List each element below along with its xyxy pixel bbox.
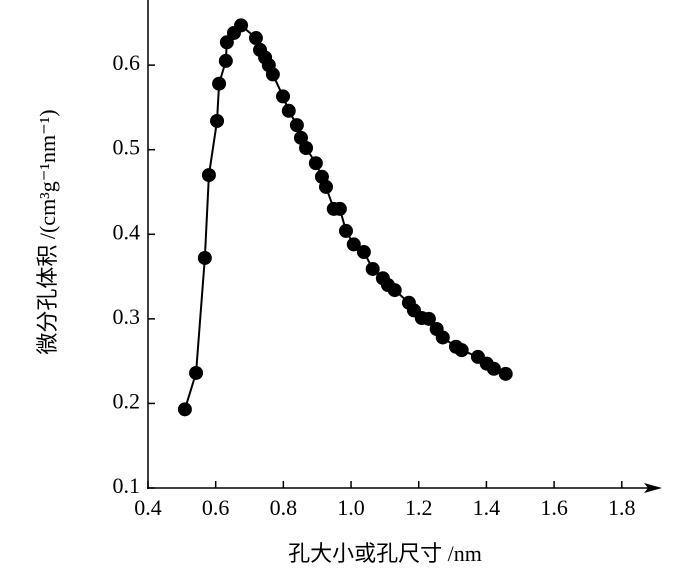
data-point (421, 311, 436, 326)
x-tick-label: 1.0 (337, 495, 365, 520)
y-tick-label: 0.6 (113, 50, 141, 75)
data-point (454, 343, 469, 358)
x-tick-label: 0.4 (134, 495, 162, 520)
data-point (265, 67, 280, 82)
y-tick-label: 0.2 (113, 388, 141, 413)
x-tick-label: 1.2 (405, 495, 433, 520)
x-tick-label: 1.6 (540, 495, 568, 520)
data-point (289, 118, 304, 133)
y-tick-label: 0.3 (113, 304, 141, 329)
data-point (177, 402, 192, 417)
data-point (332, 201, 347, 216)
y-tick-label: 0.5 (113, 135, 141, 160)
x-tick-label: 1.4 (473, 495, 501, 520)
x-axis-arrow (644, 483, 662, 493)
data-point (486, 361, 501, 376)
data-point (197, 250, 212, 265)
data-point (365, 261, 380, 276)
data-point (234, 18, 249, 33)
data-point (248, 31, 263, 46)
x-axis-label: 孔大小或孔尺寸 /nm (288, 541, 482, 566)
x-tick-label: 0.8 (270, 495, 298, 520)
data-point (308, 156, 323, 171)
data-point (281, 103, 296, 118)
data-point (212, 76, 227, 91)
x-tick-label: 0.6 (202, 495, 230, 520)
data-point (210, 113, 225, 128)
data-point (276, 89, 291, 104)
data-point (319, 179, 334, 194)
data-point (346, 237, 361, 252)
data-point (387, 283, 402, 298)
y-tick-label: 0.1 (113, 473, 141, 498)
data-point (189, 365, 204, 380)
data-point (338, 223, 353, 238)
data-point (498, 366, 513, 381)
y-axis-label: 微分孔体积 /(cm³g⁻¹nm⁻¹) (35, 109, 60, 354)
y-tick-label: 0.4 (113, 219, 141, 244)
data-point (356, 245, 371, 260)
data-point (299, 141, 314, 156)
data-point (218, 53, 233, 68)
data-point (201, 168, 216, 183)
x-tick-label: 1.8 (608, 495, 636, 520)
data-point (435, 330, 450, 345)
